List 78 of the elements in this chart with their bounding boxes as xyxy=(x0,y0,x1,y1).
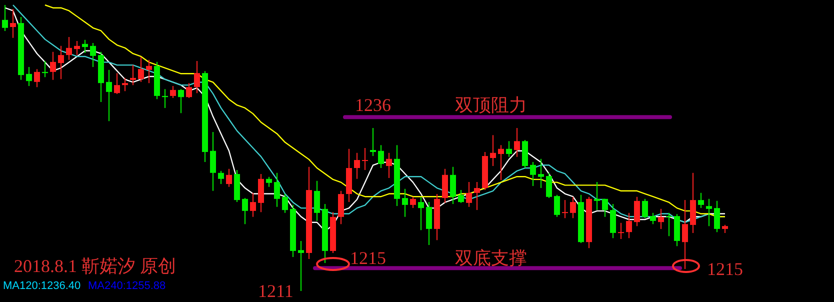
candlestick xyxy=(170,85,176,98)
candlestick xyxy=(146,59,152,84)
candlestick xyxy=(618,222,624,240)
candlestick xyxy=(450,166,456,205)
candlestick xyxy=(26,66,32,86)
candlestick xyxy=(226,168,232,188)
candlestick xyxy=(402,188,408,218)
annotation: 2018.8.1 靳婼汐 原创 xyxy=(14,256,176,276)
candlestick xyxy=(250,192,256,218)
annotation: 1236 xyxy=(355,95,391,116)
candlestick xyxy=(354,152,360,180)
annotation: MA240:1255.88 xyxy=(88,280,166,292)
candlestick xyxy=(282,194,288,214)
candlestick xyxy=(298,240,304,292)
candlestick xyxy=(82,39,88,54)
annotation: MA120:1236.40 xyxy=(3,280,81,292)
candlestick xyxy=(194,60,200,94)
candlestick xyxy=(714,200,720,233)
candlestick xyxy=(2,4,8,32)
candlestick xyxy=(274,172,280,208)
candlestick xyxy=(466,182,472,208)
candlestick xyxy=(58,45,64,80)
candlestick xyxy=(378,144,384,169)
candlestick xyxy=(610,204,616,239)
candlestick xyxy=(706,198,712,227)
candlestick xyxy=(74,40,80,56)
candlestick xyxy=(178,88,184,114)
candlestick xyxy=(666,212,672,237)
candlestick xyxy=(90,42,96,68)
annotation: 1215 xyxy=(707,259,743,279)
candlestick xyxy=(338,190,344,225)
candlestick xyxy=(538,158,544,189)
candlestick xyxy=(498,144,504,181)
annotation: 1211 xyxy=(258,281,294,301)
candlestick xyxy=(594,182,600,211)
annotation: 双顶阻力 xyxy=(455,95,527,116)
annotation: 双底支撑 xyxy=(455,248,527,268)
candlestick xyxy=(410,196,416,209)
candlestick xyxy=(554,194,560,218)
candlestick xyxy=(442,168,448,204)
candlestick xyxy=(570,196,576,219)
candlestick xyxy=(650,212,656,225)
candlestick xyxy=(370,127,376,157)
candlestick xyxy=(626,212,632,239)
annotation: 1215 xyxy=(350,248,386,268)
candlestick xyxy=(266,176,272,188)
candlestick xyxy=(114,72,120,94)
candlestick xyxy=(362,148,368,171)
candlestick xyxy=(106,69,112,122)
candlestick xyxy=(66,36,72,60)
candlestick xyxy=(634,196,640,227)
candlestick xyxy=(138,56,144,82)
candlestick xyxy=(242,198,248,225)
candlestick xyxy=(418,196,424,231)
candlestick xyxy=(490,134,496,167)
candlestick xyxy=(642,198,648,219)
candlestick xyxy=(122,77,128,92)
candlestick xyxy=(514,127,520,158)
candlestick xyxy=(682,200,688,270)
candlestick xyxy=(426,202,432,246)
candlestick xyxy=(186,82,192,98)
candlestick xyxy=(386,152,392,179)
candlestick xyxy=(458,190,464,204)
candlestick xyxy=(10,8,16,38)
candlestick xyxy=(50,51,56,80)
candlestick xyxy=(130,64,136,86)
candlestick xyxy=(658,208,664,230)
candlestick xyxy=(562,200,568,219)
candlestick xyxy=(474,182,480,211)
candlestick xyxy=(698,192,704,209)
candlestick xyxy=(210,131,216,192)
candlestick xyxy=(602,198,608,218)
candlestick xyxy=(34,68,40,88)
candlestick xyxy=(506,140,512,158)
candlestick xyxy=(530,162,536,187)
candlestick xyxy=(314,180,320,222)
candlestick xyxy=(218,170,224,185)
candlestick xyxy=(546,172,552,199)
